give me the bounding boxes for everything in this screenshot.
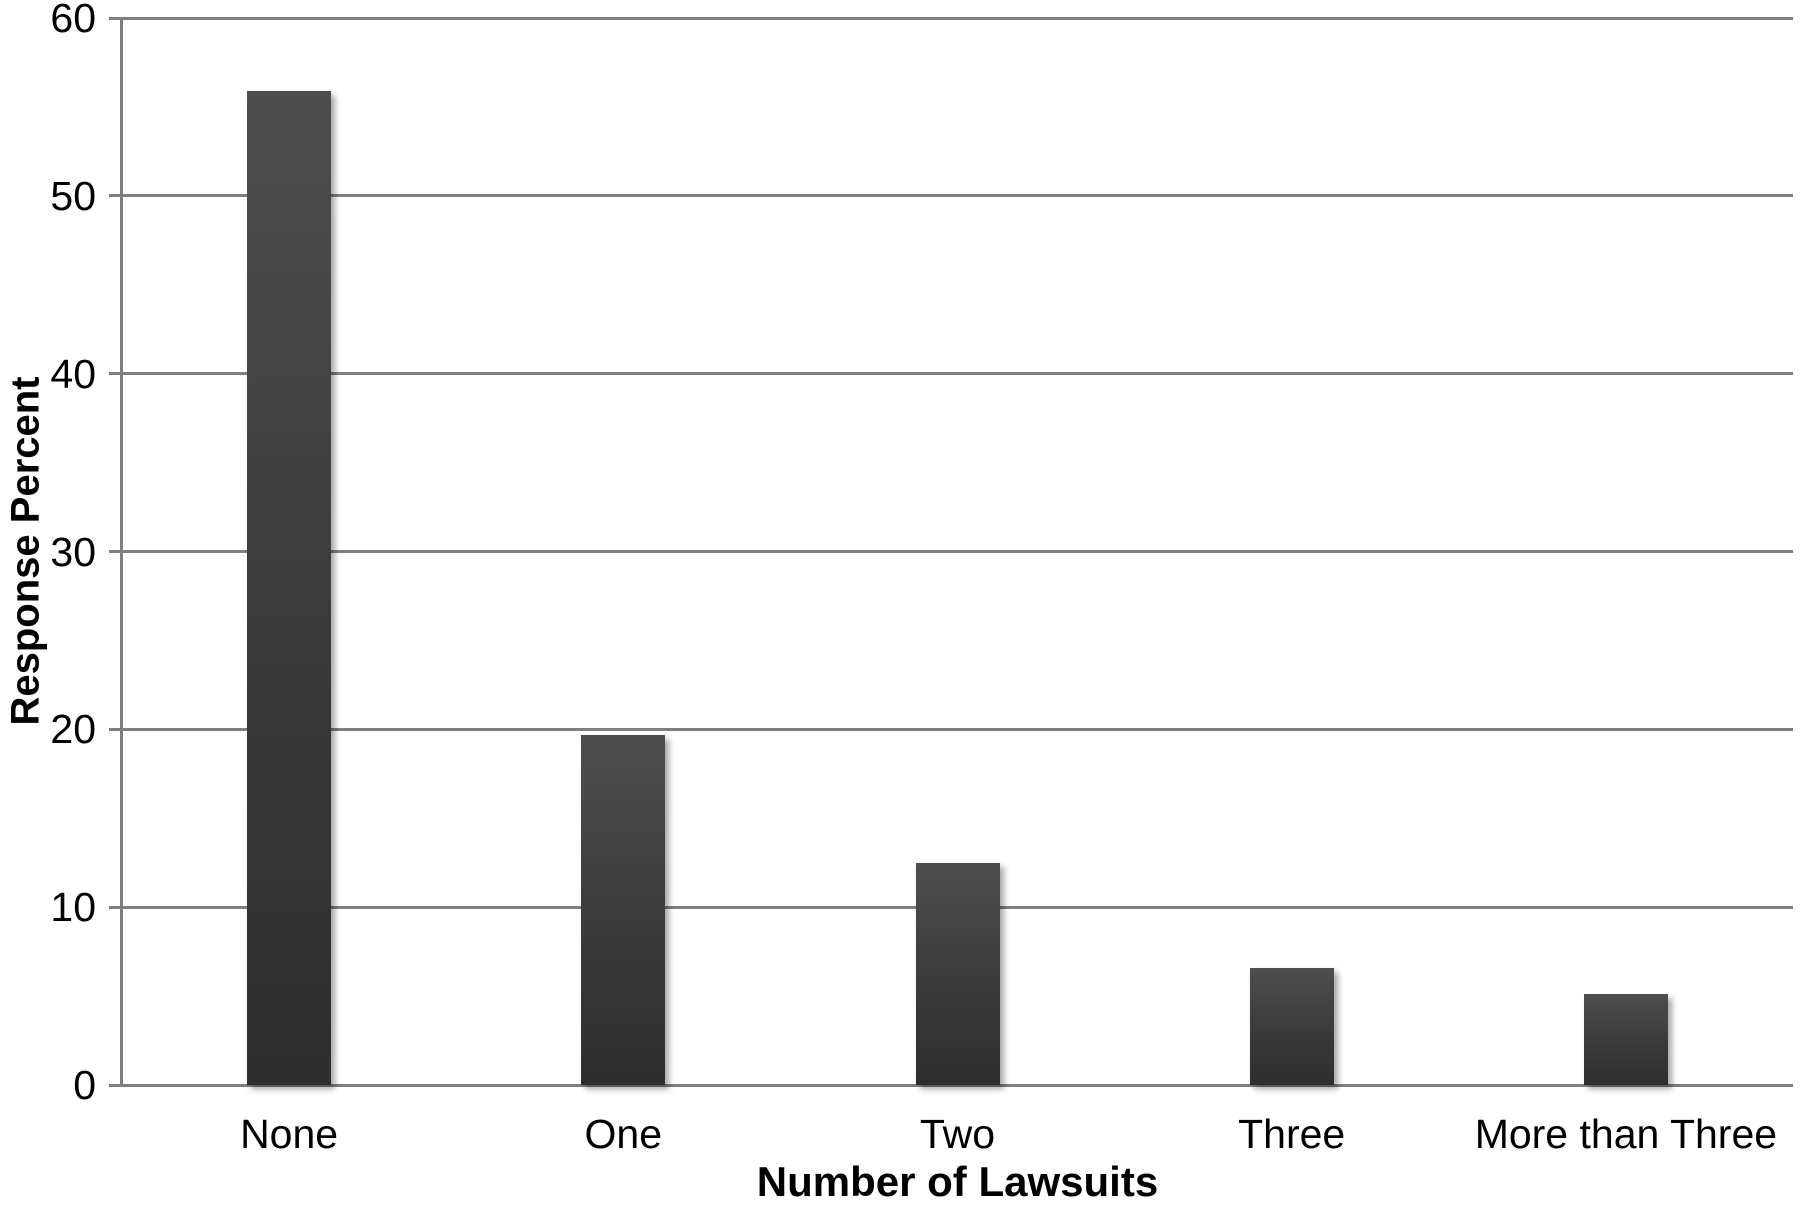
y-tick-label: 50 xyxy=(50,172,96,219)
x-category-label: More than Three xyxy=(1474,1111,1778,1157)
y-axis-tick xyxy=(109,905,122,909)
bar-more-than-three xyxy=(1583,994,1668,1085)
y-tick-label: 0 xyxy=(73,1062,96,1108)
bar-none xyxy=(247,90,332,1085)
gridline xyxy=(122,372,1793,376)
gridline xyxy=(122,16,1793,20)
y-axis-tick xyxy=(109,727,122,731)
bar-one xyxy=(581,734,666,1085)
y-axis-tick xyxy=(109,16,122,20)
gridline xyxy=(122,727,1793,731)
y-axis-tick xyxy=(109,1083,122,1087)
y-tick-label: 30 xyxy=(50,528,96,575)
y-tick-label: 20 xyxy=(50,706,96,753)
y-axis-line xyxy=(120,18,123,1087)
gridline xyxy=(122,1083,1793,1087)
x-category-label: None xyxy=(240,1111,339,1157)
bar-three xyxy=(1249,967,1334,1085)
bar-two xyxy=(915,862,1000,1085)
x-axis-title: Number of Lawsuits xyxy=(756,1158,1159,1205)
x-category-label: Two xyxy=(919,1111,996,1157)
gridline xyxy=(122,550,1793,553)
y-axis-tick xyxy=(109,550,122,553)
x-category-label: One xyxy=(584,1111,663,1157)
x-category-label: Three xyxy=(1238,1111,1346,1157)
gridline xyxy=(122,194,1793,198)
y-tick-label: 40 xyxy=(50,350,96,397)
y-axis-tick xyxy=(109,194,122,198)
y-tick-label: 60 xyxy=(50,0,96,41)
y-axis-tick xyxy=(109,372,122,376)
y-axis-title: Response Percent xyxy=(3,376,48,726)
y-tick-label: 10 xyxy=(50,884,96,931)
